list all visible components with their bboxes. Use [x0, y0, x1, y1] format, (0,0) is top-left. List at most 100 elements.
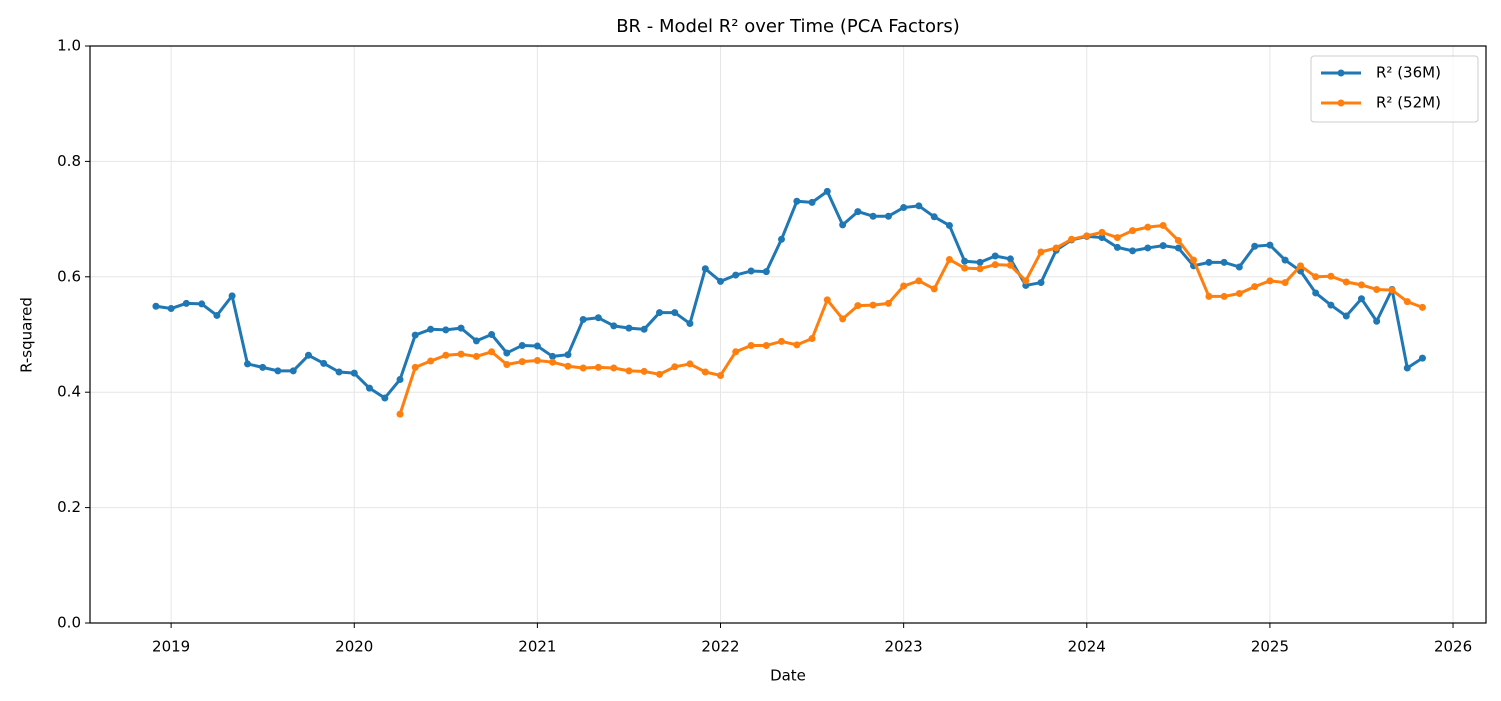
data-point — [564, 362, 572, 370]
data-point — [961, 264, 969, 272]
data-point — [411, 363, 419, 371]
x-tick-label: 2020 — [335, 638, 373, 656]
data-point — [1266, 241, 1274, 249]
x-axis-label: Date — [770, 667, 806, 685]
data-point — [579, 315, 587, 323]
x-tick-label: 2023 — [885, 638, 923, 656]
data-point — [1129, 227, 1137, 235]
data-point — [472, 337, 480, 345]
data-point — [518, 358, 526, 366]
data-point — [854, 208, 862, 216]
data-point — [335, 368, 343, 376]
data-point — [594, 314, 602, 322]
data-point — [381, 394, 389, 402]
data-point — [610, 322, 618, 330]
y-axis-label: R-squared — [18, 297, 36, 373]
data-point — [594, 363, 602, 371]
data-point — [671, 309, 679, 317]
data-point — [671, 363, 679, 371]
data-point — [1235, 290, 1243, 298]
data-point — [1327, 301, 1335, 309]
data-point — [900, 204, 908, 212]
data-point — [991, 261, 999, 269]
x-tick-label: 2025 — [1251, 638, 1289, 656]
legend-label: R² (52M) — [1376, 94, 1441, 112]
data-point — [915, 277, 923, 285]
data-point — [533, 342, 541, 350]
x-tick-label: 2019 — [152, 638, 190, 656]
data-point — [488, 348, 496, 356]
data-point — [1281, 279, 1289, 287]
data-point — [701, 265, 709, 273]
data-point — [1174, 236, 1182, 244]
data-point — [625, 324, 633, 332]
data-point — [1357, 281, 1365, 289]
data-point — [1220, 258, 1228, 266]
data-point — [411, 331, 419, 339]
data-point — [823, 187, 831, 195]
data-point — [442, 326, 450, 334]
data-point — [1373, 317, 1381, 325]
data-point — [869, 212, 877, 220]
data-point — [1220, 292, 1228, 300]
data-point — [228, 292, 236, 300]
data-point — [625, 367, 633, 375]
data-point — [1144, 244, 1152, 252]
x-tick-label: 2024 — [1068, 638, 1106, 656]
data-point — [1006, 261, 1014, 269]
data-point — [549, 352, 557, 360]
data-point — [365, 384, 373, 392]
data-point — [777, 235, 785, 243]
legend-label: R² (36M) — [1376, 64, 1441, 82]
data-point — [350, 369, 358, 377]
data-point — [182, 299, 190, 307]
data-point — [1068, 235, 1076, 243]
data-point — [1190, 256, 1198, 264]
data-point — [549, 358, 557, 366]
data-point — [518, 341, 526, 349]
chart-title: BR - Model R² over Time (PCA Factors) — [616, 16, 960, 37]
data-point — [579, 364, 587, 372]
y-tick-label: 1.0 — [57, 37, 81, 55]
data-point — [930, 213, 938, 221]
data-point — [793, 197, 801, 205]
data-point — [1266, 277, 1274, 285]
data-point — [747, 267, 755, 275]
data-point — [839, 221, 847, 229]
data-point — [243, 360, 251, 368]
data-point — [900, 282, 908, 290]
y-tick-label: 0.4 — [57, 383, 81, 401]
data-point — [1052, 244, 1060, 252]
data-point — [915, 202, 923, 210]
data-point — [717, 371, 725, 379]
data-point — [1159, 242, 1167, 250]
data-point — [396, 410, 404, 418]
legend-marker — [1337, 99, 1345, 107]
data-point — [304, 351, 312, 359]
y-tick-label: 0.8 — [57, 152, 81, 170]
data-point — [259, 363, 267, 371]
data-point — [976, 265, 984, 273]
y-tick-label: 0.2 — [57, 498, 81, 516]
data-point — [1403, 298, 1411, 306]
data-point — [457, 350, 465, 358]
data-point — [884, 212, 892, 220]
data-point — [1098, 234, 1106, 242]
data-point — [503, 361, 511, 369]
y-tick-label: 0.6 — [57, 267, 81, 285]
data-point — [564, 351, 572, 359]
data-point — [1312, 289, 1320, 297]
data-point — [732, 348, 740, 356]
data-point — [640, 367, 648, 375]
data-point — [427, 357, 435, 365]
data-point — [777, 337, 785, 345]
data-point — [274, 367, 282, 375]
data-point — [1037, 279, 1045, 287]
data-point — [823, 296, 831, 304]
data-point — [1113, 243, 1121, 251]
data-point — [1144, 223, 1152, 231]
data-point — [427, 325, 435, 333]
data-point — [808, 335, 816, 343]
data-point — [442, 351, 450, 359]
